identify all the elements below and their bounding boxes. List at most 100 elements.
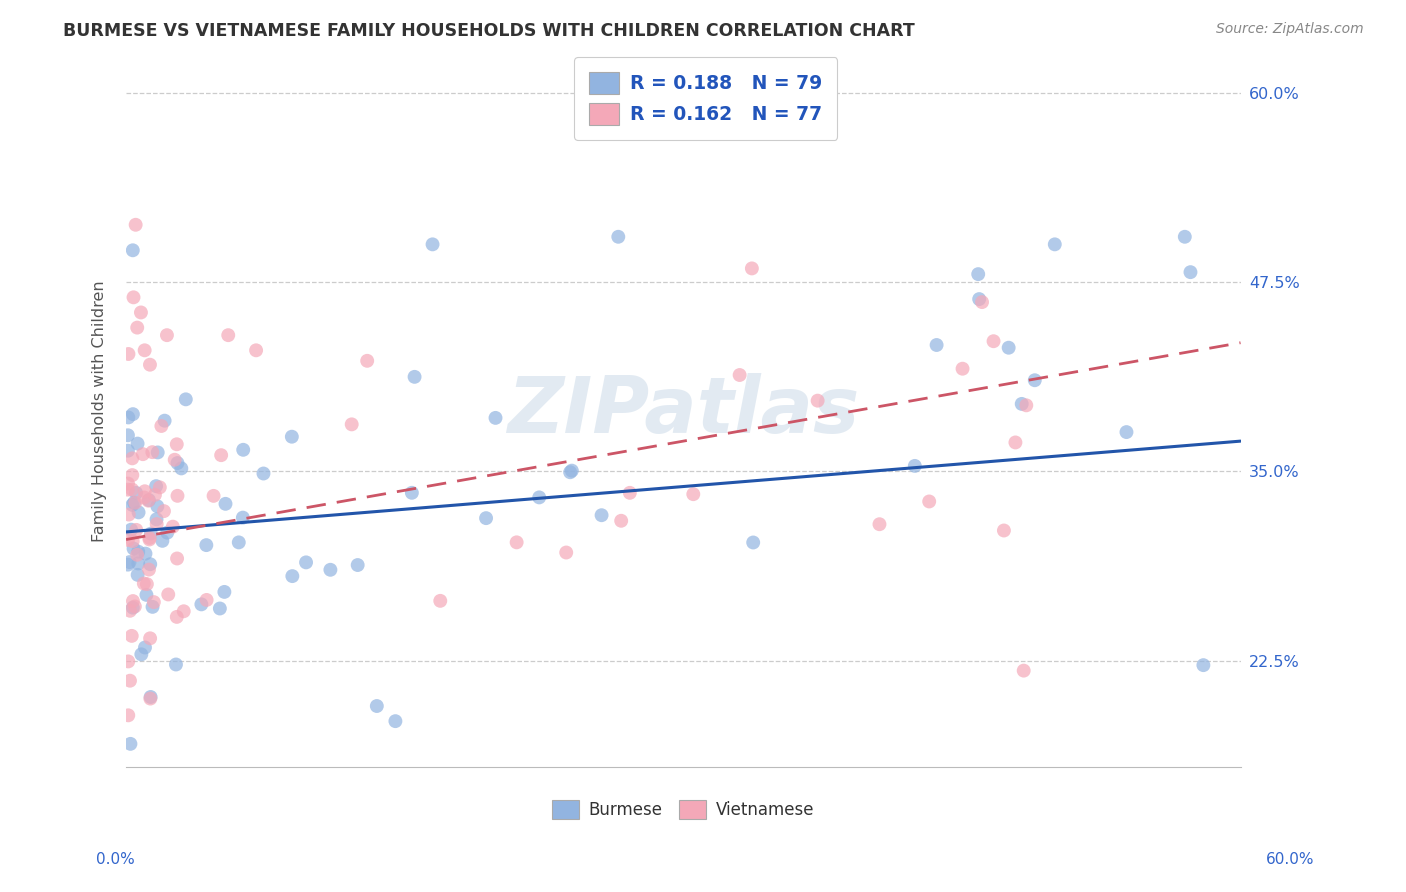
Point xyxy=(124,599,146,614)
Point xyxy=(166,456,188,470)
Point xyxy=(142,595,165,609)
Point xyxy=(1115,425,1137,439)
Point xyxy=(121,629,143,643)
Point xyxy=(1192,658,1215,673)
Point xyxy=(117,410,139,425)
Point xyxy=(118,673,141,688)
Point xyxy=(120,737,142,751)
Point xyxy=(529,491,551,505)
Point xyxy=(245,343,267,358)
Point xyxy=(163,452,186,467)
Point xyxy=(232,442,254,457)
Point xyxy=(195,593,218,607)
Point xyxy=(134,484,156,499)
Point xyxy=(560,465,582,479)
Point xyxy=(127,320,149,334)
Point xyxy=(166,610,188,624)
Text: ZIPatlas: ZIPatlas xyxy=(508,373,859,449)
Point xyxy=(117,428,139,442)
Point xyxy=(117,483,139,497)
Point xyxy=(319,563,342,577)
Point xyxy=(952,361,974,376)
Point xyxy=(281,430,304,444)
Point xyxy=(121,498,143,512)
Point xyxy=(281,569,304,583)
Point xyxy=(120,523,142,537)
Point xyxy=(295,555,318,569)
Point xyxy=(121,468,143,483)
Point xyxy=(591,508,613,523)
Point xyxy=(139,558,162,572)
Point xyxy=(209,448,232,462)
Point xyxy=(152,533,174,548)
Point xyxy=(1174,229,1197,244)
Point xyxy=(117,708,139,723)
Point xyxy=(127,557,149,571)
Point xyxy=(150,419,173,434)
Point xyxy=(118,604,141,618)
Point xyxy=(153,414,176,428)
Point xyxy=(131,648,153,662)
Point xyxy=(156,525,179,540)
Point xyxy=(127,544,149,558)
Point xyxy=(141,599,163,614)
Point xyxy=(173,604,195,618)
Point xyxy=(555,545,578,559)
Point xyxy=(232,510,254,524)
Point xyxy=(122,290,145,304)
Point xyxy=(117,558,139,572)
Text: 60.0%: 60.0% xyxy=(1267,852,1315,867)
Point xyxy=(384,714,406,728)
Point xyxy=(139,690,162,704)
Point xyxy=(145,517,167,532)
Point xyxy=(124,496,146,510)
Point xyxy=(122,594,145,608)
Point xyxy=(742,535,765,549)
Point xyxy=(997,341,1019,355)
Point xyxy=(904,458,927,473)
Point xyxy=(156,328,179,343)
Point xyxy=(190,598,212,612)
Point xyxy=(121,451,143,466)
Point xyxy=(121,244,143,258)
Point xyxy=(208,601,231,615)
Point xyxy=(146,500,169,514)
Text: BURMESE VS VIETNAMESE FAMILY HOUSEHOLDS WITH CHILDREN CORRELATION CHART: BURMESE VS VIETNAMESE FAMILY HOUSEHOLDS … xyxy=(63,22,915,40)
Point xyxy=(356,353,378,368)
Point xyxy=(728,368,751,382)
Point xyxy=(118,508,141,522)
Point xyxy=(1024,373,1046,387)
Point xyxy=(422,237,444,252)
Point xyxy=(741,261,763,276)
Point xyxy=(157,587,180,601)
Point xyxy=(1011,397,1033,411)
Point xyxy=(983,334,1005,349)
Point xyxy=(340,417,363,432)
Point xyxy=(125,486,148,500)
Point xyxy=(429,594,451,608)
Point xyxy=(475,511,498,525)
Point xyxy=(366,698,388,713)
Point xyxy=(121,600,143,615)
Point xyxy=(139,632,162,646)
Point xyxy=(132,576,155,591)
Point xyxy=(138,493,160,508)
Point xyxy=(134,547,156,561)
Point xyxy=(1015,398,1038,412)
Point xyxy=(121,534,143,549)
Point xyxy=(610,514,633,528)
Point xyxy=(217,328,239,343)
Point xyxy=(125,523,148,537)
Point xyxy=(228,535,250,549)
Point xyxy=(1004,435,1026,450)
Point xyxy=(561,464,583,478)
Point xyxy=(214,497,236,511)
Point xyxy=(1012,664,1035,678)
Point xyxy=(925,338,948,352)
Point xyxy=(970,295,993,310)
Point xyxy=(127,548,149,562)
Point xyxy=(138,531,160,545)
Point xyxy=(132,447,155,461)
Point xyxy=(143,488,166,502)
Point xyxy=(118,555,141,569)
